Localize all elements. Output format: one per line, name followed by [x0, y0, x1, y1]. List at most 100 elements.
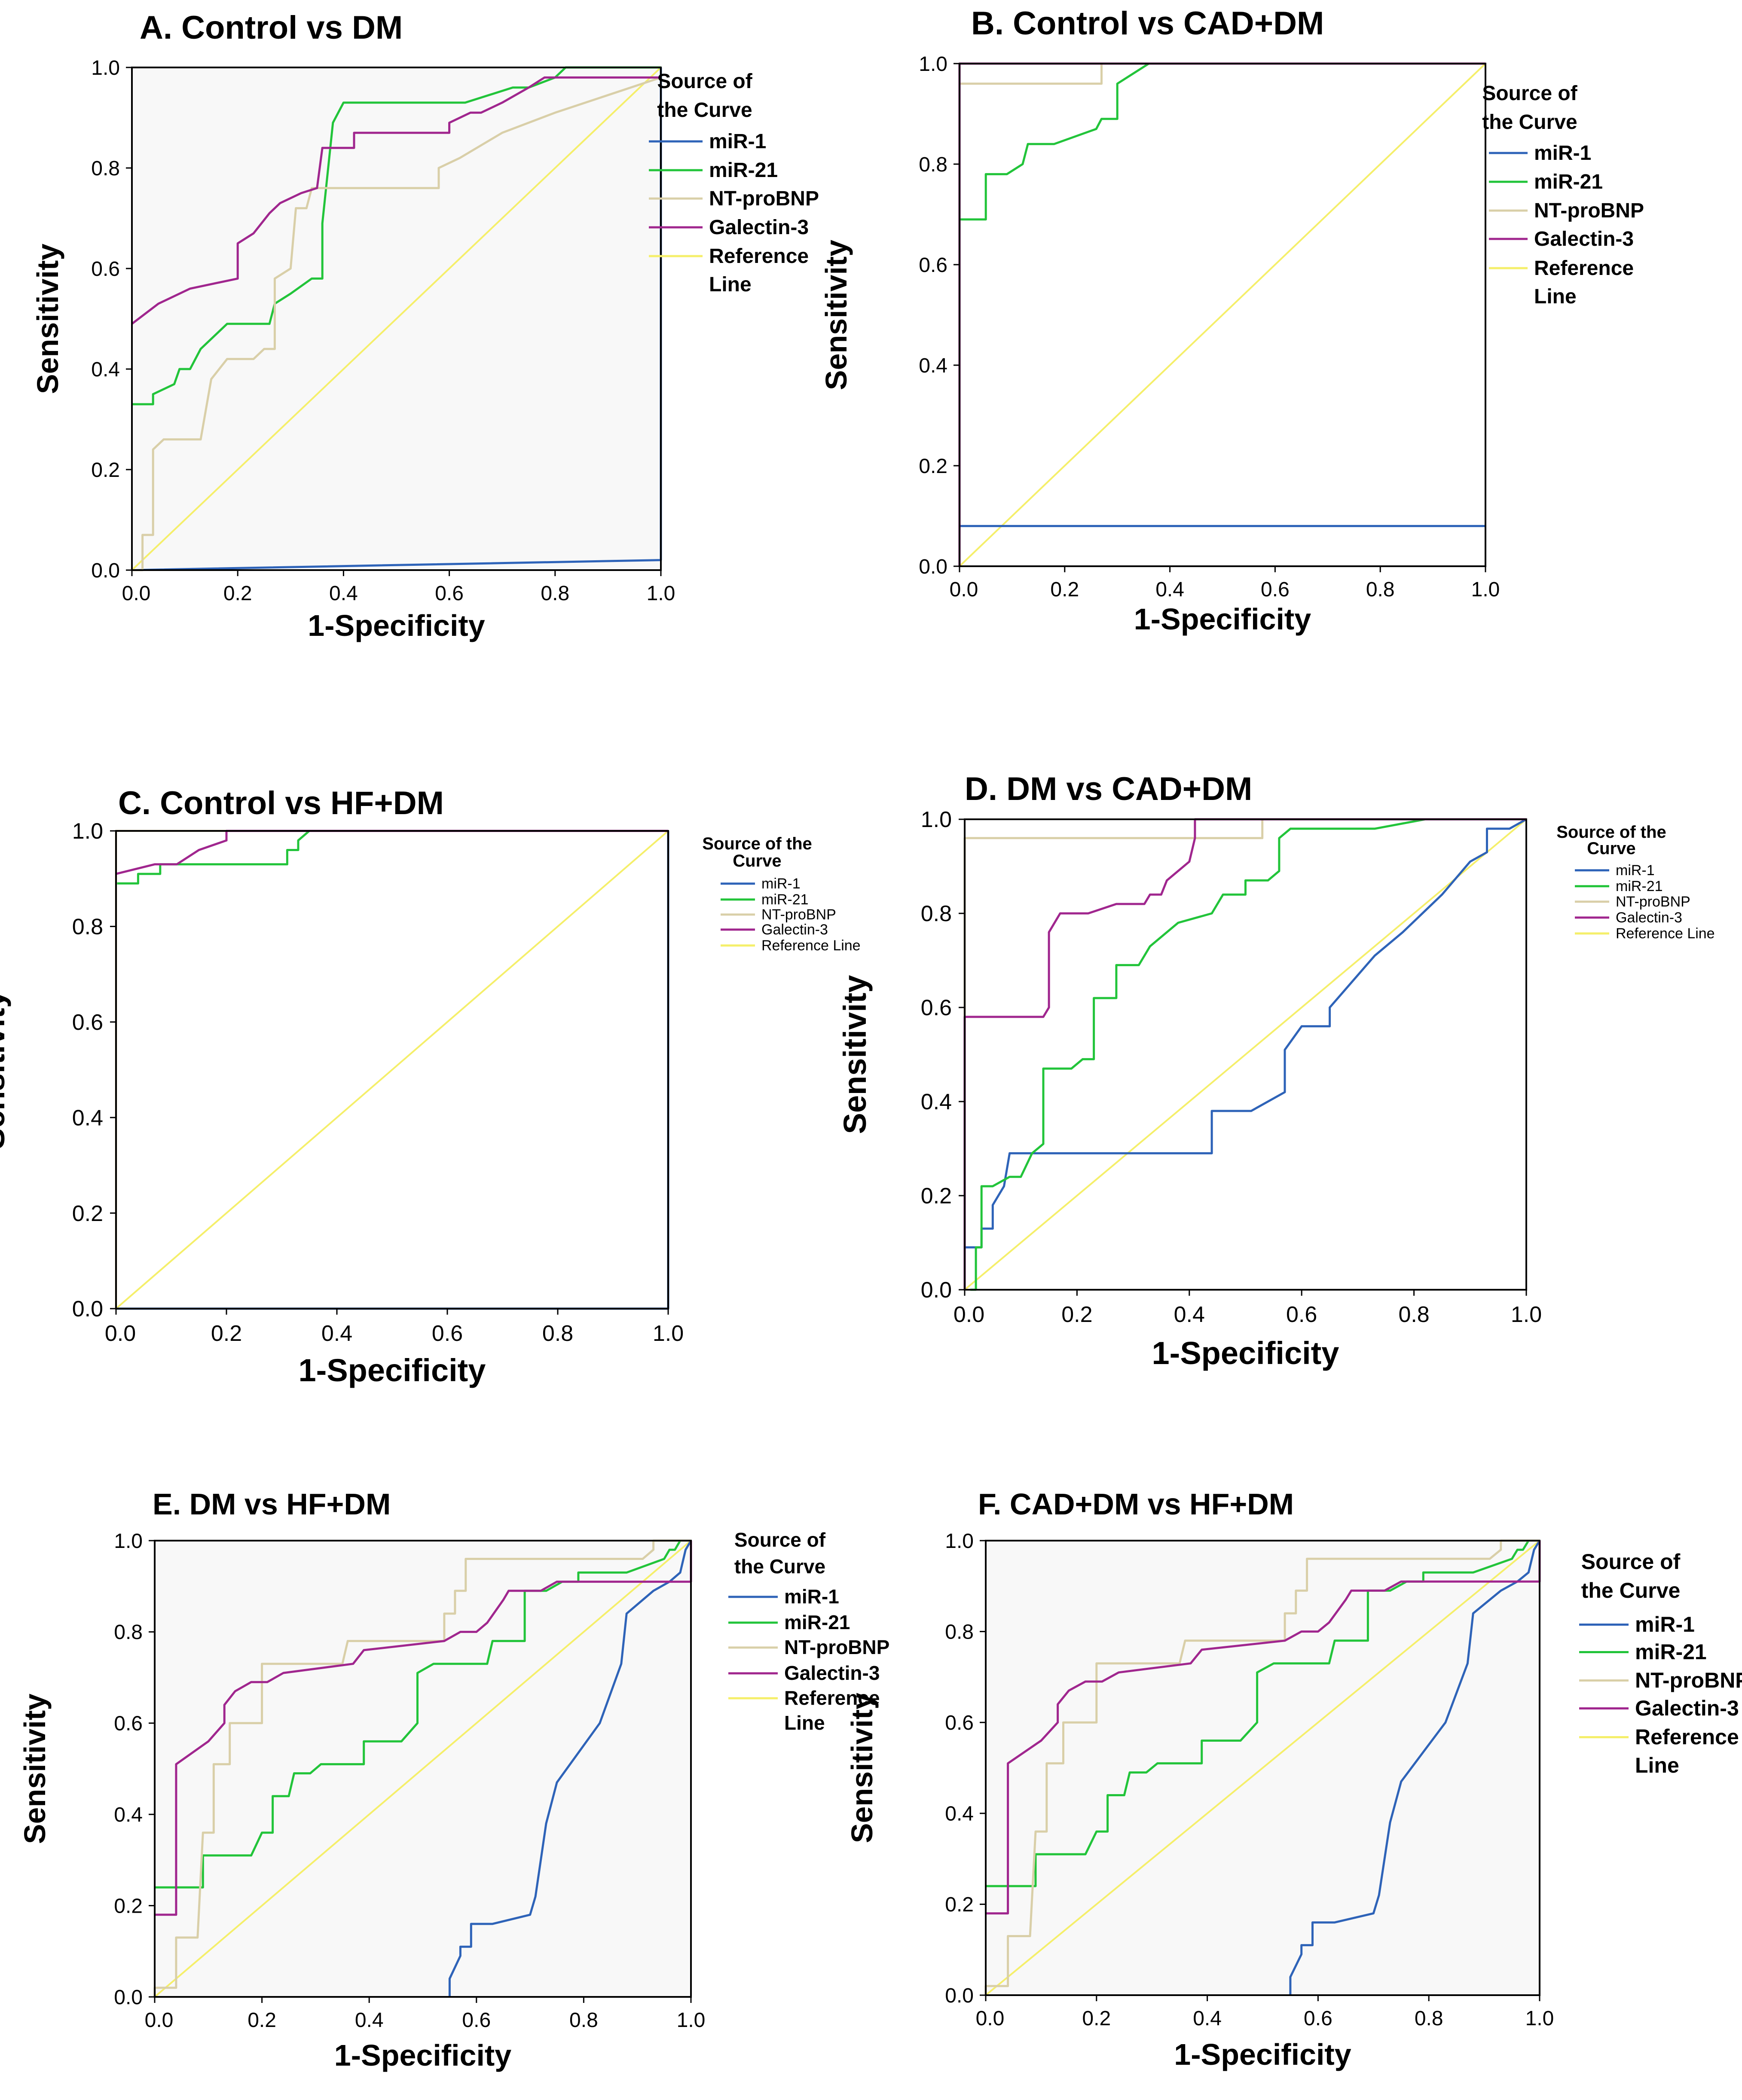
series-line-galectin-3	[986, 1541, 1541, 1915]
legend-label: Reference	[709, 245, 809, 268]
x-tick-label: 0.0	[122, 582, 151, 605]
legend-label: miR-1	[1635, 1612, 1695, 1636]
series-line-mir-21	[116, 830, 668, 885]
series-line-mir-1	[965, 818, 1527, 1248]
y-tick-label: 0.8	[114, 1621, 143, 1644]
chart-panel-2: B. Control vs CAD+DM 0.0 0.2 0.4 0.6 0.8 1.0 0.…	[819, 5, 1644, 636]
x-tick-label: 0.6	[432, 1321, 463, 1346]
y-tick-label: 1.0	[921, 807, 952, 832]
y-tick-label: 0.8	[945, 1621, 974, 1643]
x-axis-label: 1-Specificity	[308, 609, 485, 642]
plot-frame	[131, 67, 662, 571]
legend-label: miR-1	[1616, 862, 1655, 879]
legend-title: the Curve	[734, 1555, 825, 1578]
legend-label: Line	[1635, 1753, 1679, 1777]
x-tick-label: 0.4	[355, 2009, 384, 2032]
chart-panel-5: E. DM vs HF+DM 0.0 0.2 0.4 0.6 0.8 1.0 0.0 0.2 0.…	[18, 1487, 889, 2072]
legend-label: miR-21	[761, 891, 809, 908]
legend-title: Curve	[1587, 839, 1635, 858]
y-tick-label: 0.6	[919, 254, 947, 277]
x-tick-label: 0.8	[1415, 2007, 1443, 2030]
series-line-reference-line	[985, 1540, 1540, 1996]
chart-title: D. DM vs CAD+DM	[965, 771, 1252, 807]
legend-title: Source of	[734, 1529, 826, 1551]
x-axis-label: 1-Specificity	[334, 2039, 511, 2072]
series-line-nt-probnp	[984, 1539, 1540, 1995]
legend-label: Galectin-3	[709, 216, 809, 239]
x-tick-label: 0.4	[1193, 2007, 1222, 2030]
x-tick-label: 0.4	[321, 1321, 352, 1346]
y-tick-label: 1.0	[919, 53, 947, 76]
x-axis-label: 1-Specificity	[1152, 1335, 1339, 1371]
legend-label: Reference	[784, 1687, 880, 1709]
legend-title: the Curve	[1482, 111, 1577, 134]
x-tick-label: 1.0	[1471, 578, 1500, 601]
legend-label: Reference	[1534, 257, 1634, 280]
chart-title: A. Control vs DM	[140, 9, 403, 46]
legend-label: Line	[1534, 285, 1577, 308]
x-tick-label: 0.0	[950, 578, 978, 601]
x-tick-label: 0.2	[1050, 578, 1079, 601]
x-axis-label: 1-Specificity	[1134, 602, 1311, 636]
legend-label: NT-proBNP	[761, 907, 836, 923]
x-tick-label: 0.0	[145, 2009, 174, 2032]
y-tick-label: 0.0	[91, 559, 120, 582]
series-line-mir-21	[970, 818, 1526, 1291]
y-tick-label: 0.2	[921, 1184, 952, 1209]
y-tick-label: 0.6	[91, 258, 120, 281]
legend-title: the Curve	[657, 99, 752, 122]
y-axis-label: Sensitivity	[31, 244, 64, 394]
plot-frame	[985, 1540, 1540, 1996]
x-tick-label: 0.8	[1366, 578, 1395, 601]
y-axis-label: Sensitivity	[18, 1694, 52, 1844]
legend-label: miR-21	[709, 159, 778, 182]
series-line-mir-21	[986, 1539, 1540, 1887]
legend: Source of the Curve miR-1 miR-21 NT-proBNP Ga…	[649, 70, 819, 296]
y-tick-label: 0.8	[72, 915, 103, 940]
y-tick-label: 0.2	[91, 459, 120, 482]
x-tick-label: 0.8	[569, 2009, 598, 2032]
legend-label: miR-21	[784, 1611, 850, 1633]
x-tick-label: 1.0	[653, 1321, 684, 1346]
y-tick-label: 0.6	[72, 1010, 103, 1035]
x-tick-label: 0.6	[435, 582, 464, 605]
legend-label: NT-proBNP	[784, 1636, 889, 1658]
y-tick-label: 1.0	[945, 1530, 974, 1553]
y-tick-label: 1.0	[72, 819, 103, 844]
x-tick-label: 0.6	[1304, 2007, 1332, 2030]
chart-panel-6: F. CAD+DM vs HF+DM 0.0 0.2 0.4 0.6 0.8 1.0 0.0 0…	[845, 1487, 1742, 2071]
x-tick-label: 1.0	[1511, 1302, 1542, 1327]
y-tick-label: 0.8	[921, 901, 952, 926]
series-line-mir-21	[155, 1539, 691, 1889]
x-tick-label: 0.6	[1261, 578, 1290, 601]
x-tick-label: 0.8	[542, 1321, 573, 1346]
x-tick-label: 0.0	[105, 1321, 136, 1346]
legend-title: Source of the	[1556, 823, 1666, 842]
y-tick-label: 0.0	[945, 1984, 974, 2007]
legend-label: miR-1	[761, 876, 801, 892]
y-tick-label: 0.0	[919, 556, 947, 578]
legend-label: miR-1	[709, 130, 766, 153]
y-tick-label: 0.2	[114, 1895, 143, 1917]
legend: Source of the Curve miR-1 miR-21 NT-proBNP Ga…	[728, 1529, 889, 1734]
y-tick-label: 0.0	[72, 1297, 103, 1322]
legend-label: Reference Line	[761, 937, 861, 954]
y-tick-label: 0.2	[945, 1893, 974, 1916]
legend-label: Reference Line	[1616, 925, 1715, 942]
y-tick-label: 0.4	[72, 1105, 103, 1130]
x-axis-label: 1-Specificity	[299, 1352, 486, 1388]
x-tick-label: 0.4	[329, 582, 358, 605]
y-tick-label: 0.4	[919, 354, 947, 377]
legend-label: NT-proBNP	[709, 187, 819, 210]
legend-label: Line	[709, 273, 752, 296]
series-line-mir-21	[960, 62, 1485, 221]
legend-label: Galectin-3	[761, 922, 828, 938]
y-tick-label: 0.8	[919, 153, 947, 176]
y-tick-label: 0.0	[921, 1278, 952, 1303]
x-tick-label: 1.0	[677, 2009, 706, 2032]
legend-title: Source of	[657, 70, 752, 93]
legend-label: miR-21	[1635, 1640, 1707, 1664]
y-tick-label: 0.2	[919, 455, 947, 478]
legend-label: Line	[784, 1712, 825, 1734]
x-tick-label: 0.6	[462, 2009, 491, 2032]
